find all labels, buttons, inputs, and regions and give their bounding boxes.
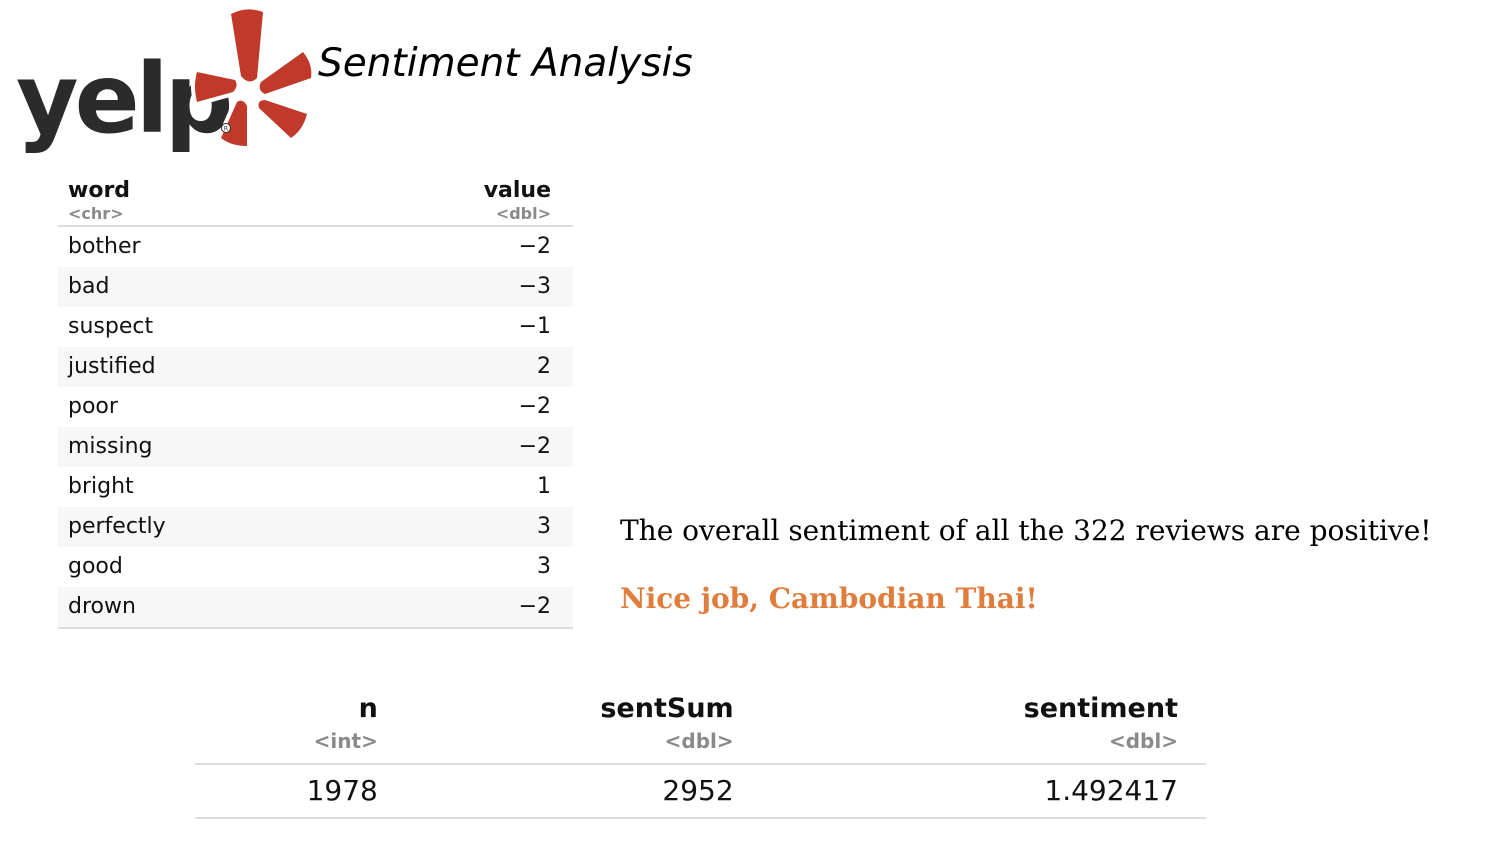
- praise-text: Nice job, Cambodian Thai!: [620, 582, 1038, 615]
- value-cell: −1: [518, 314, 551, 339]
- column-header-sentsum: sentSum <dbl>: [405, 688, 762, 765]
- column-header-n: n <int>: [195, 688, 406, 765]
- table-row: bother −2: [58, 226, 573, 267]
- word-sentiment-table: word <chr> value <dbl> bother −2 bad −3 su…: [58, 172, 573, 629]
- value-cell: −2: [518, 394, 551, 419]
- sentiment-cell: 1.492417: [761, 764, 1206, 819]
- table-row: poor −2: [58, 387, 573, 427]
- word-cell: suspect: [68, 314, 154, 339]
- table-row: missing −2: [58, 427, 573, 467]
- yelp-burst-icon: [191, 5, 315, 150]
- word-cell: bad: [58, 267, 350, 307]
- n-cell: 1978: [195, 764, 406, 819]
- table-header-row: word <chr> value <dbl>: [58, 172, 573, 227]
- table-row: justified 2: [58, 347, 573, 387]
- column-name: word: [68, 178, 131, 203]
- column-header-sentiment: sentiment <dbl>: [761, 688, 1206, 765]
- column-type: <dbl>: [664, 729, 734, 753]
- value-cell: −3: [349, 267, 573, 307]
- column-name: sentSum: [600, 693, 734, 724]
- value-cell: −2: [349, 427, 573, 467]
- table-row: bright 1: [58, 467, 573, 507]
- column-name: sentiment: [1023, 693, 1178, 724]
- table-header-row: n <int> sentSum <dbl> sentiment <dbl>: [195, 688, 1206, 765]
- table-row: 1978 2952 1.492417: [195, 764, 1206, 819]
- sentsum-cell: 2952: [405, 764, 762, 819]
- sentiment-summary-table: n <int> sentSum <dbl> sentiment <dbl> 19…: [195, 688, 1206, 819]
- yelp-logo: yelp R: [11, 5, 315, 156]
- word-cell: missing: [58, 427, 350, 467]
- table-row: good 3: [58, 547, 573, 587]
- registered-mark-icon: R: [221, 123, 231, 133]
- word-cell: good: [68, 554, 123, 579]
- word-cell: drown: [58, 587, 350, 629]
- word-cell: bright: [68, 474, 134, 499]
- column-name: value: [483, 178, 551, 203]
- value-cell: 1: [537, 474, 551, 499]
- value-cell: −2: [518, 234, 551, 259]
- table-row: drown −2: [58, 587, 573, 629]
- slide-title: Sentiment Analysis: [318, 41, 693, 86]
- word-cell: justified: [58, 347, 350, 387]
- column-type: <dbl>: [495, 204, 551, 223]
- value-cell: 3: [537, 554, 551, 579]
- conclusion-text: The overall sentiment of all the 322 rev…: [620, 514, 1432, 547]
- column-type: <dbl>: [1108, 729, 1178, 753]
- column-type: <chr>: [68, 204, 124, 223]
- column-header-value: value <dbl>: [349, 172, 573, 227]
- value-cell: 3: [349, 507, 573, 547]
- value-cell: 2: [349, 347, 573, 387]
- word-cell: bother: [68, 234, 141, 259]
- word-cell: poor: [68, 394, 118, 419]
- column-header-word: word <chr>: [58, 172, 350, 227]
- value-cell: −2: [349, 587, 573, 629]
- word-cell: perfectly: [58, 507, 350, 547]
- column-name: n: [358, 693, 378, 724]
- table-row: suspect −1: [58, 307, 573, 347]
- column-type: <int>: [313, 729, 378, 753]
- svg-text:R: R: [224, 126, 228, 133]
- table-row: perfectly 3: [58, 507, 573, 547]
- table-row: bad −3: [58, 267, 573, 307]
